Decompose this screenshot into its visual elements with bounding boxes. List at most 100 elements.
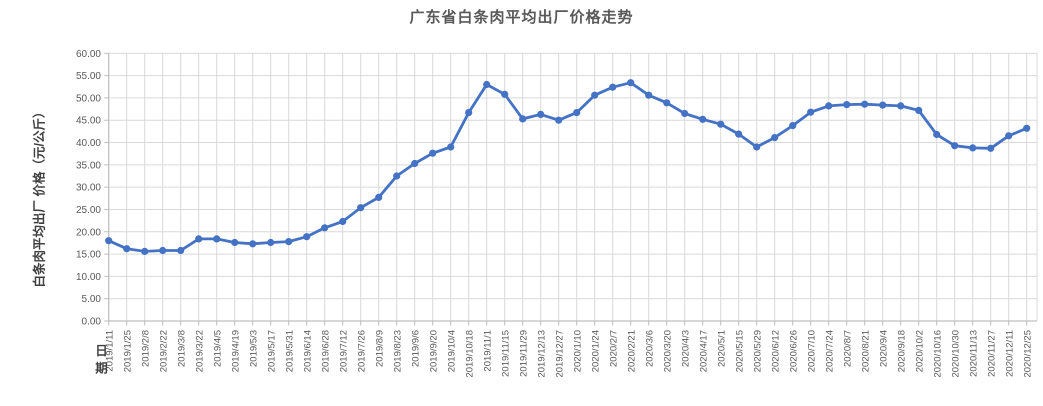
data-point-marker — [717, 120, 725, 128]
data-point-marker — [933, 130, 941, 139]
data-point-marker — [483, 80, 491, 89]
y-tick-label: 10.00 — [76, 272, 101, 283]
x-axis-title: 日期 — [93, 344, 107, 379]
x-tick-label: 2019/11/15 — [501, 330, 512, 377]
data-point-marker — [807, 108, 815, 116]
x-tick-label: 2020/8/21 — [861, 330, 872, 372]
x-tick-label: 2019/8/23 — [393, 330, 404, 372]
y-tick-label: 20.00 — [76, 227, 101, 238]
tick-marks — [104, 52, 1028, 326]
data-point-marker — [105, 237, 113, 245]
data-point-marker — [609, 83, 617, 91]
y-tick-label: 40.00 — [76, 138, 101, 149]
data-point-marker — [987, 144, 995, 152]
data-point-marker — [771, 134, 779, 142]
data-point-marker — [231, 238, 239, 247]
x-tick-label: 2019/5/17 — [267, 330, 278, 372]
data-point-marker — [825, 102, 833, 110]
x-tick-label: 2020/3/6 — [645, 330, 656, 367]
data-point-marker — [573, 109, 581, 117]
x-tick-label: 2019/4/19 — [231, 330, 242, 372]
y-tick-label: 45.00 — [76, 116, 101, 127]
x-tick-label: 2020/4/3 — [681, 330, 692, 367]
data-point-marker — [519, 115, 527, 123]
x-tick-label: 2019/4/5 — [213, 330, 224, 367]
data-point-marker — [321, 224, 329, 232]
data-point-marker — [339, 217, 347, 226]
data-point-marker — [141, 247, 149, 255]
data-point-marker — [537, 110, 545, 118]
chart-title: 广东省白条肉平均出厂价格走势 — [409, 9, 634, 26]
data-point-marker — [393, 172, 401, 180]
data-point-marker — [627, 79, 635, 87]
data-point-marker — [861, 100, 869, 108]
x-tick-label: 2019/5/31 — [285, 330, 296, 372]
x-tick-label: 2020/6/12 — [771, 330, 782, 372]
x-tick-label: 2019/11/29 — [519, 330, 530, 377]
data-point-marker — [663, 99, 671, 107]
data-point-marker — [123, 245, 131, 253]
x-tick-label: 2020/2/21 — [627, 330, 638, 372]
x-tick-label: 2019/12/13 — [537, 330, 548, 378]
data-point-marker — [843, 101, 851, 109]
data-point-marker — [501, 90, 509, 98]
data-point-marker — [375, 193, 383, 201]
x-tick-label: 2020/1/24 — [591, 330, 602, 372]
data-point-marker — [213, 235, 221, 243]
data-point-marker — [267, 238, 275, 247]
y-tick-label: 5.00 — [82, 294, 102, 305]
data-point-marker — [753, 143, 761, 151]
y-tick-label: 15.00 — [76, 250, 101, 261]
y-tick-label: 25.00 — [76, 205, 101, 216]
x-tick-label: 2019/6/28 — [321, 330, 332, 372]
data-point-marker — [447, 143, 455, 151]
y-axis-title: 白条肉平均出厂 价格（元/公斤） — [32, 105, 47, 288]
data-point-marker — [591, 91, 599, 99]
x-tick-labels: 2019/1/11 2019/1/25 2019/2/8 2019/2/22 2019/… — [105, 330, 1034, 378]
x-tick-label: 2019/12/27 — [555, 330, 566, 378]
data-point-marker — [195, 235, 203, 243]
y-tick-label: 30.00 — [76, 183, 101, 194]
y-tick-labels: 0.00 5.00 10.00 15.00 20.00 25.00 30.00 35.00 40… — [76, 49, 101, 328]
data-point-marker — [555, 116, 563, 124]
data-point-marker — [177, 246, 185, 255]
data-point-marker — [969, 144, 977, 152]
data-series — [105, 79, 1031, 255]
data-point-marker — [249, 240, 257, 248]
x-tick-label: 2020/9/4 — [879, 330, 890, 367]
data-point-marker — [1023, 124, 1031, 132]
x-tick-label: 2020/10/2 — [915, 330, 926, 372]
data-point-marker — [681, 109, 689, 118]
x-tick-label: 2020/5/29 — [753, 330, 764, 372]
x-tick-label: 2019/5/3 — [249, 330, 260, 367]
x-tick-label: 2019/11/1 — [483, 330, 494, 372]
y-tick-label: 55.00 — [76, 71, 101, 82]
data-point-marker — [159, 246, 167, 255]
y-tick-label: 0.00 — [82, 317, 102, 328]
x-tick-label: 2020/10/16 — [933, 330, 944, 378]
x-tick-label: 2019/9/6 — [411, 330, 422, 367]
y-tick-label: 35.00 — [76, 160, 101, 171]
data-point-marker — [411, 159, 419, 168]
x-tick-label: 2019/7/12 — [339, 330, 350, 372]
x-tick-label: 2020/2/7 — [609, 330, 620, 367]
data-point-marker — [789, 122, 797, 130]
data-point-marker — [915, 106, 923, 114]
data-point-marker — [465, 109, 473, 117]
x-tick-label: 2020/11/13 — [969, 330, 980, 377]
x-tick-label: 2020/9/18 — [897, 330, 908, 372]
x-tick-label: 2020/11/27 — [987, 330, 998, 377]
x-tick-label: 2020/6/26 — [789, 330, 800, 372]
x-tick-label: 2019/3/8 — [177, 330, 188, 367]
x-tick-label: 2019/2/22 — [159, 330, 170, 372]
data-point-marker — [645, 91, 653, 99]
x-tick-label: 2019/3/22 — [195, 330, 206, 372]
x-tick-label: 2020/5/1 — [717, 330, 728, 367]
gridlines — [108, 52, 1038, 322]
x-tick-label: 2020/3/20 — [663, 330, 674, 372]
x-tick-label: 2020/8/7 — [843, 330, 854, 367]
data-point-marker — [699, 115, 707, 123]
x-tick-label: 2019/8/9 — [375, 330, 386, 367]
y-tick-label: 50.00 — [76, 93, 101, 104]
